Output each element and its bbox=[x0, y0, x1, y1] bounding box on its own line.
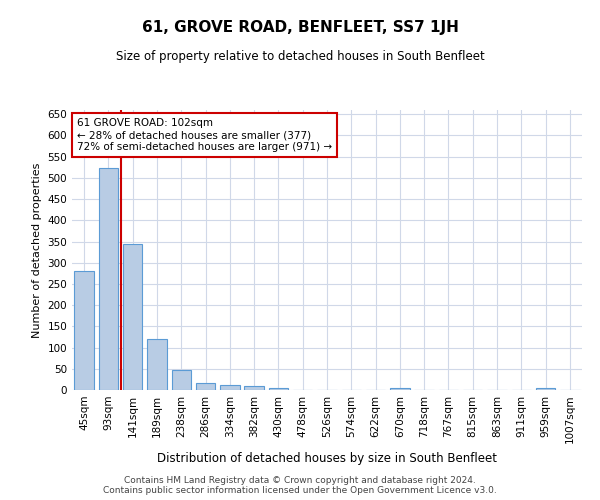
Bar bbox=[269, 388, 288, 390]
Bar bbox=[390, 388, 410, 390]
Bar bbox=[196, 383, 215, 390]
Bar bbox=[220, 386, 239, 390]
Bar bbox=[99, 168, 118, 390]
Bar bbox=[123, 244, 142, 390]
X-axis label: Distribution of detached houses by size in South Benfleet: Distribution of detached houses by size … bbox=[157, 452, 497, 464]
Bar bbox=[172, 370, 191, 390]
Bar bbox=[536, 388, 555, 390]
Bar bbox=[244, 386, 264, 390]
Bar bbox=[74, 271, 94, 390]
Text: Size of property relative to detached houses in South Benfleet: Size of property relative to detached ho… bbox=[116, 50, 484, 63]
Text: Contains HM Land Registry data © Crown copyright and database right 2024.
Contai: Contains HM Land Registry data © Crown c… bbox=[103, 476, 497, 495]
Text: 61, GROVE ROAD, BENFLEET, SS7 1JH: 61, GROVE ROAD, BENFLEET, SS7 1JH bbox=[142, 20, 458, 35]
Bar bbox=[147, 339, 167, 390]
Text: 61 GROVE ROAD: 102sqm
← 28% of detached houses are smaller (377)
72% of semi-det: 61 GROVE ROAD: 102sqm ← 28% of detached … bbox=[77, 118, 332, 152]
Y-axis label: Number of detached properties: Number of detached properties bbox=[32, 162, 42, 338]
